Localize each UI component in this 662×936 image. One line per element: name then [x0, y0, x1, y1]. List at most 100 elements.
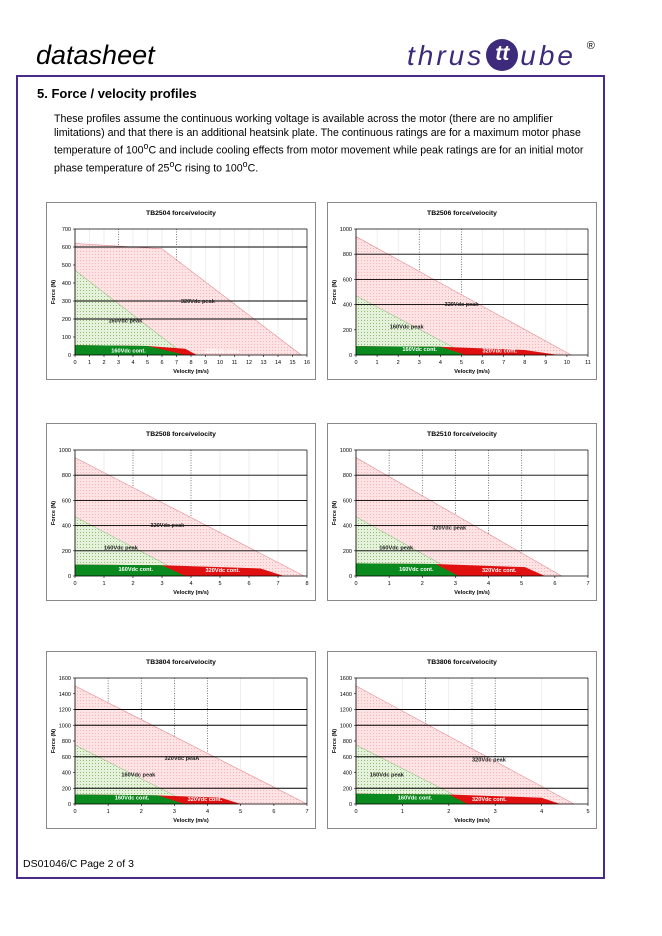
- y-tick-label: 200: [343, 549, 352, 555]
- x-tick-label: 8: [189, 360, 192, 366]
- series-label: 160Vdc peak: [121, 772, 156, 778]
- series-label: 160Vdc peak: [379, 546, 414, 552]
- chart-tb2508-svg: TB2508 force/velocity 0 200 400 600 800 1000 0 1…: [51, 431, 309, 596]
- y-tick-label: 0: [68, 802, 71, 808]
- y-tick-label: 1200: [340, 708, 352, 714]
- page-frame: [16, 75, 605, 879]
- x-tick-label: 3: [418, 360, 421, 366]
- x-tick-label: 0: [354, 581, 357, 587]
- x-tick-label: 4: [189, 581, 192, 587]
- chart-title: TB2508 force/velocity: [146, 431, 216, 438]
- series-label: 320Vdc cont.: [206, 349, 241, 355]
- x-tick-label: 0: [354, 809, 357, 815]
- chart-title: TB3806 force/velocity: [427, 659, 497, 666]
- series-label: 320Vdc cont.: [206, 568, 241, 574]
- x-tick-label: 7: [305, 809, 308, 815]
- x-tick-label: 1: [107, 809, 110, 815]
- x-tick-label: 7: [276, 581, 279, 587]
- series-label: 160Vdc peak: [390, 325, 425, 331]
- series-label: 320Vdc cont.: [482, 568, 517, 574]
- y-tick-label: 1400: [59, 692, 71, 698]
- series-label: 320Vdc cont.: [483, 348, 518, 354]
- x-tick-label: 6: [160, 360, 163, 366]
- y-tick-label: 1000: [59, 723, 71, 729]
- y-tick-label: 400: [343, 771, 352, 777]
- y-axis-label: Force (N): [51, 280, 57, 304]
- y-tick-label: 0: [349, 353, 352, 359]
- y-tick-label: 200: [62, 549, 71, 555]
- x-tick-label: 11: [585, 360, 591, 366]
- series-label: 160Vdc cont.: [119, 567, 154, 573]
- x-tick-label: 2: [447, 809, 450, 815]
- y-tick-label: 200: [343, 328, 352, 334]
- y-tick-label: 600: [343, 277, 352, 283]
- x-tick-label: 7: [175, 360, 178, 366]
- logo-text-right: ube: [520, 40, 576, 71]
- series-cont160: [75, 564, 186, 576]
- series-label: 320Vdc cont.: [188, 797, 223, 803]
- x-tick-label: 5: [460, 360, 463, 366]
- y-tick-label: 700: [62, 227, 71, 233]
- x-tick-label: 3: [173, 809, 176, 815]
- x-axis-label: Velocity (m/s): [173, 369, 209, 375]
- document-type-label: datasheet: [36, 40, 155, 70]
- company-logo: thrus tt ube ®: [407, 38, 595, 74]
- x-tick-label: 4: [206, 809, 209, 815]
- chart-title: TB2510 force/velocity: [427, 431, 497, 438]
- series-label: 320Vdc peak: [150, 523, 185, 529]
- y-axis-label: Force (N): [332, 280, 338, 304]
- chart-title: TB2504 force/velocity: [146, 210, 216, 217]
- series-label: 320Vdc peak: [432, 525, 467, 531]
- x-tick-label: 4: [439, 360, 442, 366]
- series-label: 320Vdc peak: [181, 299, 216, 305]
- x-axis-label: Velocity (m/s): [454, 590, 490, 596]
- series-label: 320Vdc cont.: [472, 797, 507, 803]
- series-label: 160Vdc peak: [108, 319, 143, 325]
- y-tick-label: 400: [62, 281, 71, 287]
- x-tick-label: 8: [523, 360, 526, 366]
- y-tick-label: 100: [62, 335, 71, 341]
- y-axis-label: Force (N): [332, 729, 338, 753]
- x-tick-label: 8: [305, 581, 308, 587]
- y-tick-label: 800: [343, 252, 352, 258]
- series-label: 160Vdc cont.: [115, 796, 150, 802]
- chart-tb2506-svg: TB2506 force/velocity 0 200 400 600 800 1000 0 1…: [332, 210, 591, 375]
- y-axis-label: Force (N): [51, 501, 57, 525]
- x-tick-label: 14: [275, 360, 281, 366]
- series-cont160: [356, 793, 468, 804]
- x-tick-label: 1: [401, 809, 404, 815]
- section-title: 5. Force / velocity profiles: [37, 86, 197, 101]
- chart-tb2508: TB2508 force/velocity 0 200 400 600 800 1000 0 1…: [46, 423, 316, 601]
- x-tick-label: 0: [73, 360, 76, 366]
- y-tick-label: 200: [343, 786, 352, 792]
- y-tick-label: 1000: [59, 448, 71, 454]
- x-tick-label: 7: [502, 360, 505, 366]
- y-tick-label: 800: [343, 739, 352, 745]
- chart-tb2506: TB2506 force/velocity 0 200 400 600 800 1000 0 1…: [327, 202, 597, 380]
- x-tick-label: 10: [217, 360, 223, 366]
- y-tick-label: 1000: [340, 448, 352, 454]
- series-cont160: [356, 563, 459, 576]
- x-tick-label: 10: [564, 360, 570, 366]
- y-tick-label: 1600: [59, 676, 71, 682]
- x-tick-label: 6: [247, 581, 250, 587]
- y-tick-label: 600: [343, 755, 352, 761]
- chart-tb2510-svg: TB2510 force/velocity 0 200 400 600 800 1000 0 1…: [332, 431, 590, 596]
- logo-tt-badge: tt: [486, 38, 519, 71]
- x-tick-label: 4: [487, 581, 490, 587]
- y-tick-label: 800: [343, 473, 352, 479]
- x-tick-label: 15: [289, 360, 295, 366]
- series-label: 320Vdc peak: [472, 757, 507, 763]
- chart-tb2510: TB2510 force/velocity 0 200 400 600 800 1000 0 1…: [327, 423, 597, 601]
- x-tick-label: 9: [544, 360, 547, 366]
- series-cont160: [75, 345, 186, 355]
- page-footer: DS01046/C Page 2 of 3: [23, 858, 134, 870]
- y-tick-label: 600: [62, 245, 71, 251]
- series-label: 320Vdc peaA: [164, 756, 199, 762]
- x-tick-label: 6: [272, 809, 275, 815]
- chart-tb3804-svg: TB3804 force/velocity0200400600800100012…: [51, 659, 309, 824]
- chart-tb3806: TB3806 force/velocity 0 200 400 600 800 1000 12…: [327, 651, 597, 829]
- x-tick-label: 0: [354, 360, 357, 366]
- y-tick-label: 400: [62, 771, 71, 777]
- x-tick-label: 0: [73, 809, 76, 815]
